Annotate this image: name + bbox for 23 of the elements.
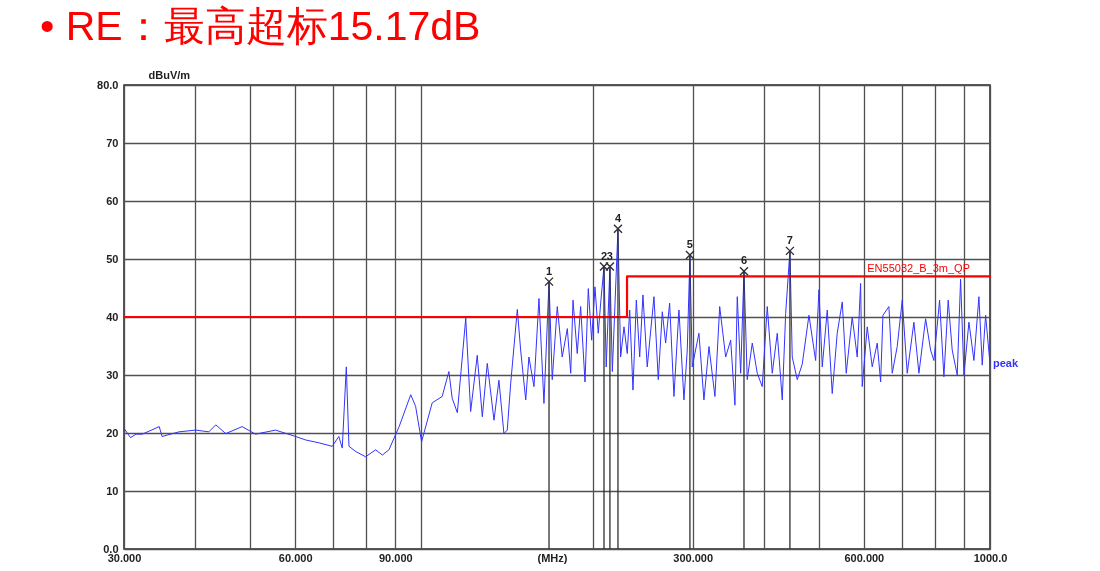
y-tick-label: 40 <box>106 310 119 323</box>
y-axis-title: dBuV/m <box>148 68 191 81</box>
x-tick-label: 300.000 <box>673 551 714 564</box>
annotation: 7 <box>786 233 793 246</box>
x-tick-label: 60.000 <box>278 551 313 564</box>
x-tick-label: 1000.0 <box>973 551 1008 564</box>
y-tick-label: 70 <box>106 136 119 149</box>
annotation: 1 <box>545 264 553 277</box>
x-tick-label: 600.000 <box>844 551 885 564</box>
x-axis-title: (MHz) <box>537 551 568 564</box>
annotation: 4 <box>614 211 622 224</box>
y-tick-label: 50 <box>106 252 119 265</box>
y-tick-label: 10 <box>106 484 119 497</box>
x-tick-label: 90.000 <box>378 551 413 564</box>
y-tick-label: 30 <box>106 368 119 381</box>
y-tick-label: 60 <box>106 194 119 207</box>
y-tick-label: 80.0 <box>97 78 119 91</box>
y-tick-label: 20 <box>106 426 119 439</box>
series-label: peak <box>993 356 1019 369</box>
annotation: 5 <box>686 237 693 250</box>
chart-title: • RE：最高超标15.17dB <box>40 3 481 49</box>
annotation: 2 <box>600 249 608 262</box>
annotation: 3 <box>606 249 613 262</box>
